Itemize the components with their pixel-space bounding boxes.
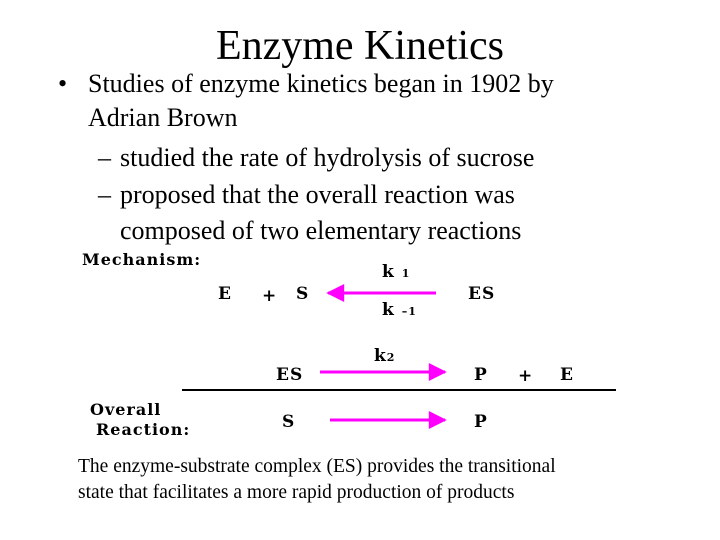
overall-label-2: Reaction: <box>96 420 191 439</box>
species-s: S <box>296 284 310 304</box>
species-p-overall: P <box>474 412 488 432</box>
species-p: P <box>474 365 488 385</box>
species-e-step2: E <box>560 365 574 385</box>
subbullet-2-line-1: proposed that the overall reaction was <box>120 180 515 209</box>
bullet-line-2: Adrian Brown <box>88 103 238 132</box>
footnote-line-1: The enzyme-substrate complex (ES) provid… <box>78 456 556 477</box>
subbullet-marker-1: – <box>98 143 111 172</box>
species-es-step2: ES <box>276 365 304 385</box>
bullet-line-1: Studies of enzyme kinetics began in 1902… <box>88 69 554 98</box>
subbullet-2-line-2: composed of two elementary reactions <box>120 216 522 245</box>
subbullet-marker-2: – <box>98 180 111 209</box>
subbullet-1-line-1: studied the rate of hydrolysis of sucros… <box>120 143 535 172</box>
slide-title: Enzyme Kinetics <box>215 23 505 69</box>
species-es: ES <box>468 284 496 304</box>
bullet-marker: • <box>58 69 68 98</box>
rate-constant-k2: k2 <box>374 346 396 366</box>
rate-constant-k1: k 1 <box>382 262 411 282</box>
mechanism-label: Mechanism: <box>82 250 202 269</box>
overall-label-1: Overall <box>90 400 162 419</box>
rate-constant-k-1: k –1 <box>382 300 417 320</box>
plus-sign: + <box>262 286 278 306</box>
species-s-overall: S <box>282 412 296 432</box>
footnote-line-2: state that facilitates a more rapid prod… <box>78 482 515 503</box>
species-e: E <box>218 284 232 304</box>
plus-sign-step2: + <box>518 366 534 386</box>
